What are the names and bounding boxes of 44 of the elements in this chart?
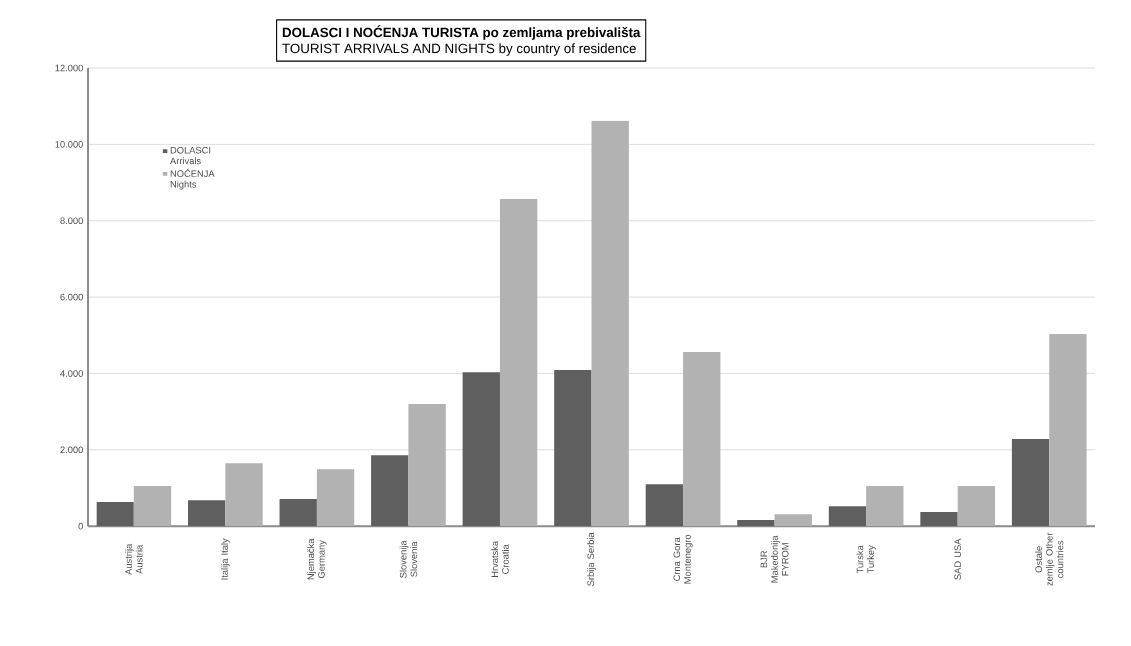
bar (774, 514, 812, 527)
bar (133, 485, 172, 527)
y-tick-label: 2.000 (60, 446, 83, 453)
bar (279, 498, 317, 527)
x-tick-label: Njemačka Germany (307, 538, 327, 580)
x-tick-label: Slovenija Slovenia (399, 540, 418, 578)
legend-label: DOLASCI Arrivals (170, 146, 211, 165)
legend-label: NOĆENJA Nights (170, 168, 215, 190)
bar (1011, 439, 1050, 527)
chart-subtitle: TOURIST ARRIVALS AND NIGHTS by country of residence (282, 43, 636, 56)
chart-title: DOLASCI I NOĆENJA TURISTA po zemljama prebivališta (282, 25, 641, 40)
bar (96, 502, 134, 527)
y-tick-label: 6.000 (60, 293, 83, 301)
x-tick-label: Srbija Serbia (587, 532, 596, 586)
x-tick-label: Austrija Austria (125, 543, 143, 575)
bar (554, 369, 592, 527)
bar (591, 120, 629, 527)
y-tick-label: 0 (78, 522, 83, 530)
x-tick-label: Italija Italy (221, 538, 230, 580)
bar (1049, 334, 1087, 527)
bar (683, 351, 721, 527)
bar (462, 372, 500, 527)
bar (957, 485, 996, 527)
bar (316, 469, 355, 527)
bar (371, 455, 409, 527)
x-tick-label: Ostale zemlje Other countries (1035, 532, 1064, 586)
bar (408, 403, 446, 527)
bar (828, 506, 867, 527)
x-tick-label: Turska Turkey (856, 545, 876, 574)
x-tick-label: SAD USA (954, 538, 961, 580)
bar (188, 500, 226, 527)
y-tick-label: 12.000 (55, 64, 83, 72)
bar (645, 484, 684, 527)
y-tick-label: 8.000 (60, 217, 83, 224)
y-tick-label: 10.000 (55, 140, 83, 148)
bar (866, 485, 904, 527)
bar (737, 519, 775, 527)
bar (225, 463, 263, 527)
x-tick-label: Crna Gora Montenegro (673, 534, 693, 584)
bar (499, 198, 538, 527)
x-tick-label: BJR Makedonija FYROM (760, 535, 789, 583)
bar (920, 511, 958, 527)
y-tick-label: 4.000 (60, 370, 83, 377)
x-tick-label: Hrvatska Croatia (491, 540, 509, 577)
